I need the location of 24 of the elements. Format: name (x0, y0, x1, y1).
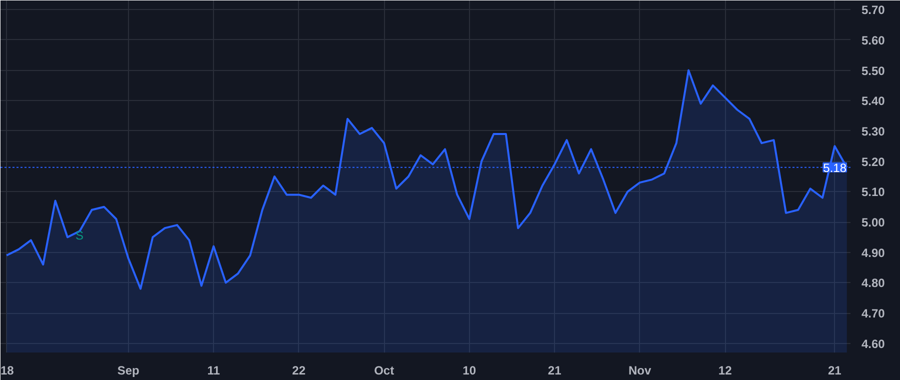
ref-line-label: 5.18 (823, 160, 847, 175)
y-tick-label: 4.60 (862, 336, 886, 351)
x-tick-label: 21 (548, 364, 562, 378)
y-tick-label: 5.40 (862, 94, 886, 108)
x-tick-label: Sep (117, 364, 140, 378)
y-tick-label: 4.90 (862, 246, 886, 260)
x-tick-label: 21 (828, 364, 842, 378)
y-tick-label: 5.70 (862, 3, 886, 18)
x-tick-label: 22 (292, 364, 306, 378)
x-tick-label: 12 (718, 364, 732, 378)
annotation: S (76, 228, 84, 242)
y-tick-label: 4.70 (862, 306, 886, 321)
y-tick-label: 5.10 (862, 185, 886, 200)
x-tick-label: 18 (0, 364, 14, 378)
y-tick-label: 4.80 (862, 276, 886, 290)
y-tick-label: 5.00 (862, 216, 886, 230)
x-tick-label: 10 (462, 364, 476, 378)
y-tick-label: 5.50 (862, 64, 886, 78)
y-tick-label: 5.60 (862, 33, 886, 48)
x-tick-label: Nov (628, 364, 652, 378)
x-tick-label: Oct (374, 364, 394, 378)
y-tick-label: 5.30 (862, 124, 886, 138)
x-tick-label: 11 (207, 364, 220, 378)
y-tick-label: 5.20 (862, 154, 886, 169)
